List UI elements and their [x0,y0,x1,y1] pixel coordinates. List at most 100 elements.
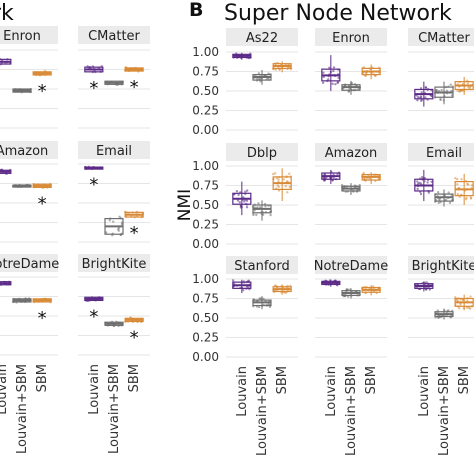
data-point [325,283,328,286]
data-point [424,86,428,89]
left-facet-cmatter: CMatter * * [78,26,150,129]
data-point [267,204,270,208]
data-point [246,189,249,192]
data-point [377,178,381,181]
data-point [331,179,334,182]
data-point [367,173,370,177]
x-tick-label: Louvain [324,366,339,417]
data-point [268,305,272,309]
y-tick-label: 1.00 [192,45,219,59]
left-panel: Enron*CMatter**Amazon*Email**NotreDame*B… [0,26,150,454]
data-point [423,286,427,290]
data-point [456,193,460,196]
facet-strip [408,28,474,46]
data-point [434,89,438,92]
y-tick-label: 0.25 [192,218,219,232]
data-point [260,210,263,214]
data-point [331,82,334,86]
data-point [131,211,134,214]
data-point [135,215,139,218]
data-point [419,87,423,90]
data-point [457,307,461,310]
data-point [467,86,470,89]
data-point [458,80,461,84]
significance-star: * [89,175,98,196]
data-point [327,283,330,286]
data-point [275,187,278,190]
data-point [105,231,108,234]
y-tick-label: 0.75 [192,292,219,306]
data-point [0,63,3,66]
data-point [243,281,246,284]
data-point [108,219,111,222]
data-point [274,68,278,71]
data-point [239,204,243,208]
data-point [112,220,115,223]
data-point [140,215,143,219]
data-point [258,78,262,82]
data-point [469,196,473,199]
y-axis-label: NMI [175,189,195,221]
left-facet-notredame: NotreDame * [0,254,59,356]
data-point [133,216,136,219]
data-point [42,297,45,300]
data-point [340,183,344,187]
data-point [421,282,424,285]
y-tick-label: 0.50 [192,311,219,325]
facet-email: Email [408,143,474,245]
facet-strip [408,256,474,274]
panel-title: Super Node Network [224,1,452,26]
data-point [264,210,268,214]
facet-strip [408,143,474,161]
data-point [259,297,262,300]
data-point [324,279,328,283]
data-point [336,172,339,176]
data-point [247,286,250,289]
data-point [286,284,289,288]
data-point [440,88,443,92]
data-point [425,281,428,284]
data-point [423,281,426,285]
data-point [430,89,433,92]
data-point [345,185,349,188]
left-facet-enron: Enron * [0,26,58,129]
data-point [436,309,440,312]
left-facet-amazon: Amazon * [0,141,58,243]
data-point [350,88,353,92]
data-point [256,78,259,81]
data-point [282,285,285,289]
data-point [416,99,419,102]
significance-star: * [130,327,139,348]
data-point [0,57,1,61]
data-point [278,176,281,179]
x-tick-label: Louvain+SBM [344,366,359,456]
data-point [85,299,89,302]
data-point [286,191,289,194]
data-point [448,201,452,205]
data-point [106,324,110,327]
y-tick-label: 0.50 [192,198,219,212]
data-point [375,291,378,295]
data-point [418,96,421,100]
data-point [373,73,377,77]
data-point [336,80,340,84]
data-point [239,191,242,194]
x-tick-label: SBM [35,364,50,392]
data-point [329,70,333,74]
y-tick-label: 0.75 [192,65,219,79]
data-point [6,58,9,61]
data-point [437,315,440,318]
facet-label: Email [96,144,132,159]
data-point [244,192,247,196]
y-tick-label: 0.00 [192,123,219,137]
data-point [231,279,235,282]
data-point [86,65,89,68]
facet-label: CMatter [418,31,470,46]
data-point [120,221,124,224]
data-point [470,184,474,187]
data-point [346,295,350,298]
data-point [418,181,421,185]
data-point [276,61,280,65]
data-point [32,182,35,186]
